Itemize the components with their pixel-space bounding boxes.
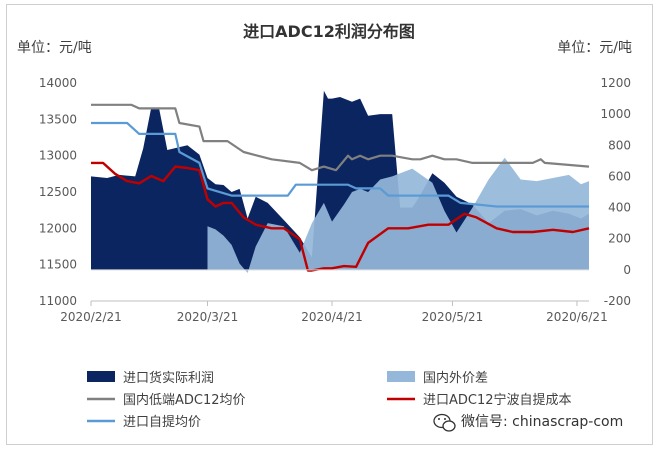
right-tick-label: 1200: [600, 76, 631, 90]
legend-item-5: 进口自提均价: [87, 414, 201, 430]
watermark: 微信号: chinascrap-com: [433, 413, 623, 432]
right-tick-label: 1000: [600, 107, 631, 121]
left-tick-label: 13000: [39, 149, 77, 163]
legend-label: 国内外价差: [423, 370, 488, 386]
left-tick-label: 11000: [39, 294, 77, 308]
right-tick-label: 200: [608, 232, 631, 246]
x-tick-label: 2020/5/21: [422, 310, 484, 324]
x-tick-label: 2020/4/21: [301, 310, 363, 324]
x-tick-label: 2020/3/21: [177, 310, 239, 324]
right-tick-label: 600: [608, 169, 631, 183]
area-layer: [91, 90, 589, 273]
chart-frame: 进口ADC12利润分布图 单位：元/吨 单位：元/吨 14000 13500 130…: [6, 4, 653, 445]
right-tick-label: 800: [608, 138, 631, 152]
series-3-line: [91, 103, 590, 172]
chart-title: 进口ADC12利润分布图: [243, 22, 415, 41]
left-tick-label: 12000: [39, 221, 77, 235]
watermark-text: 微信号: chinascrap-com: [461, 414, 623, 430]
series-2-area: [207, 157, 589, 273]
legend-item-1: 进口货实际利润: [87, 370, 214, 386]
legend-swatch: [387, 371, 415, 382]
wechat-icon: [433, 413, 456, 432]
left-axis-unit: 单位：元/吨: [17, 40, 92, 56]
x-tick-label: 2020/2/21: [60, 310, 122, 324]
right-tick-label: 400: [608, 201, 631, 215]
left-tick-label: 13500: [39, 112, 77, 126]
left-tick-label: 14000: [39, 76, 77, 90]
right-tick-label: 0: [623, 263, 631, 277]
legend-swatch: [87, 371, 115, 382]
chart-svg: 进口ADC12利润分布图 单位：元/吨 单位：元/吨 14000 13500 130…: [17, 22, 632, 432]
axes-layer: 14000 13500 13000 12500 12000 11500 11000 1200 1…: [39, 76, 631, 324]
x-tick-label: 2020/6/21: [546, 310, 608, 324]
series-4-line: [91, 161, 590, 272]
left-tick-label: 12500: [39, 185, 77, 199]
left-tick-label: 11500: [39, 258, 77, 272]
legend-label: 进口自提均价: [123, 414, 201, 430]
right-axis-unit: 单位：元/吨: [557, 40, 632, 56]
line-layer: [91, 103, 590, 272]
legend-item-2: 国内外价差: [387, 370, 488, 386]
legend-label: 进口ADC12宁波自提成本: [423, 392, 572, 408]
right-tick-label: -200: [604, 294, 631, 308]
legend-item-3: 国内低端ADC12均价: [87, 392, 246, 408]
legend-label: 国内低端ADC12均价: [123, 392, 246, 408]
legend-label: 进口货实际利润: [123, 370, 214, 386]
series-5-line: [91, 121, 589, 208]
legend-item-4: 进口ADC12宁波自提成本: [387, 392, 572, 408]
